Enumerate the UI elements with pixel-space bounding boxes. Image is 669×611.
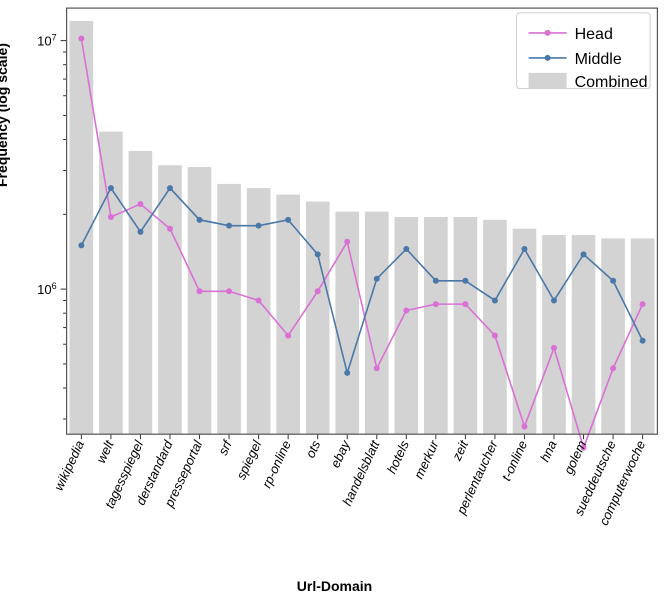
svg-text:Middle: Middle [575, 51, 622, 68]
svg-text:Head: Head [575, 26, 613, 43]
svg-text:Combined: Combined [575, 74, 648, 91]
